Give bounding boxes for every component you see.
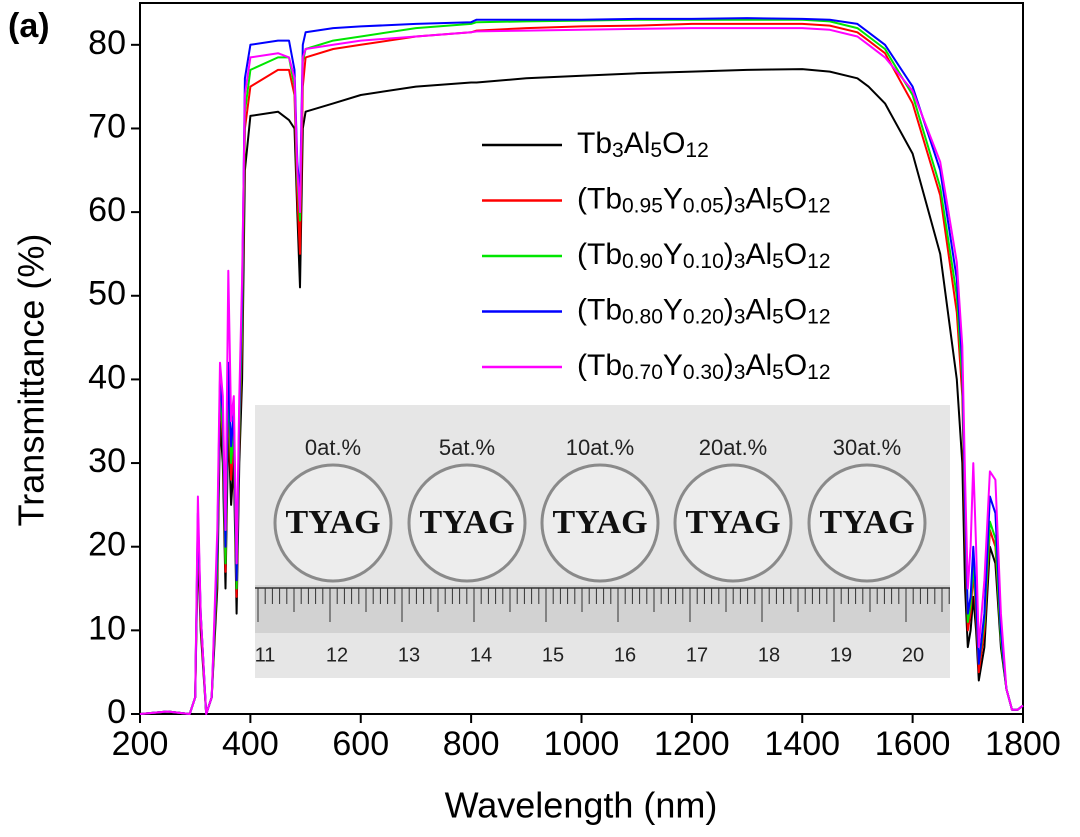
sample-disk: [673, 463, 793, 583]
x-tick-label: 1800: [985, 725, 1061, 763]
inset-label: 10at.%: [566, 435, 635, 460]
x-tick-label: 400: [222, 725, 279, 763]
disk-text: TYAG: [285, 504, 380, 541]
disk-text: TYAG: [819, 504, 914, 541]
series-line: [139, 27, 1024, 715]
ruler-number: 18: [758, 644, 780, 666]
y-axis-label: Transmittance (%): [11, 234, 52, 527]
inset-label: 0at.%: [305, 435, 361, 460]
ruler-number: 20: [902, 644, 924, 666]
x-tick-label: 1000: [544, 725, 620, 763]
legend-label: (Tb0.95Y0.05)3Al5O12: [577, 182, 831, 217]
sample-disk: [273, 463, 393, 583]
ruler-number: 14: [470, 644, 492, 666]
y-tick-label: 0: [107, 693, 126, 731]
x-tick-label: 1200: [654, 725, 730, 763]
y-tick-label: 30: [88, 442, 126, 480]
y-tick-label: 50: [88, 275, 126, 313]
x-tick-label: 600: [332, 725, 389, 763]
sample-disk: [407, 463, 527, 583]
disk-text: TYAG: [552, 504, 647, 541]
inset-label: 30at.%: [833, 435, 902, 460]
y-tick-label: 10: [88, 609, 126, 647]
ruler-number: 13: [398, 644, 420, 666]
ruler-number: 16: [614, 644, 636, 666]
y-tick-label: 20: [88, 526, 126, 564]
x-tick-label: 1600: [875, 725, 951, 763]
x-tick-label: 200: [112, 725, 169, 763]
sample-disk: [807, 463, 927, 583]
legend-label: (Tb0.70Y0.30)3Al5O12: [577, 349, 831, 384]
inset-label: 5at.%: [439, 435, 495, 460]
legend-label: (Tb0.90Y0.10)3Al5O12: [577, 238, 831, 273]
disk-text: TYAG: [419, 504, 514, 541]
ruler-number: 12: [326, 644, 348, 666]
x-tick-label: 1400: [764, 725, 840, 763]
x-axis-label: Wavelength (nm): [445, 785, 718, 826]
y-tick-label: 40: [88, 358, 126, 396]
y-tick-label: 70: [88, 107, 126, 145]
ruler-number: 19: [830, 644, 852, 666]
sample-disk: [540, 463, 660, 583]
legend-label: Tb3Al5O12: [577, 127, 709, 162]
inset-label: 20at.%: [699, 435, 768, 460]
ruler-number: 15: [542, 644, 564, 666]
legend-label: (Tb0.80Y0.20)3Al5O12: [577, 293, 831, 328]
ruler-number: 11: [255, 644, 276, 666]
disk-text: TYAG: [685, 504, 780, 541]
panel-label: (a): [8, 7, 50, 45]
inset-photo: 0at.% TYAG 5at.% TYAG 10at.% TYAG 20at.% TYAG 30…: [255, 405, 950, 678]
x-tick-label: 800: [443, 725, 500, 763]
y-tick-label: 60: [88, 191, 126, 229]
y-tick-label: 80: [88, 24, 126, 62]
ruler-number: 17: [686, 644, 708, 666]
